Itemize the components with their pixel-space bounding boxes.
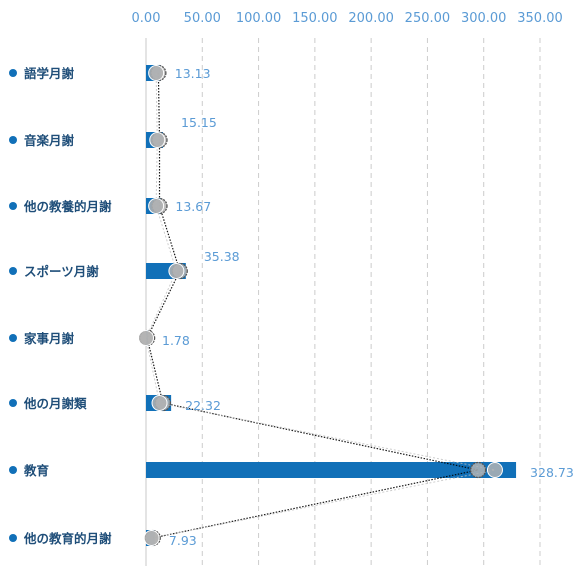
category-bullet-icon (9, 534, 17, 542)
category-bullet-icon (9, 136, 17, 144)
overlay-marker (143, 530, 160, 546)
category-label: 他の教養的月謝 (23, 199, 112, 214)
data-label: 1.78 (162, 333, 190, 348)
bar (146, 462, 517, 478)
x-tick-label: 350.00 (517, 11, 563, 26)
overlay-series-line (146, 72, 479, 539)
overlay-marker (149, 132, 166, 148)
data-label: 13.13 (175, 66, 211, 81)
data-label: 35.38 (204, 249, 240, 264)
category-label: 音楽月謝 (24, 133, 75, 148)
category-label: 教育 (23, 463, 50, 478)
overlay-marker (151, 395, 168, 411)
overlay-marker (486, 462, 503, 478)
category-bullet-icon (9, 399, 17, 407)
data-label: 15.15 (181, 115, 217, 130)
data-label: 22.32 (185, 398, 221, 413)
category-bullet-icon (9, 334, 17, 342)
data-label: 13.67 (175, 199, 211, 214)
category-bullet-icon (9, 267, 17, 275)
overlay-marker (168, 263, 185, 279)
overlay-series-line (145, 72, 496, 539)
data-label: 328.73 (530, 465, 574, 480)
data-label: 7.93 (169, 533, 197, 548)
category-label: スポーツ月謝 (24, 264, 99, 279)
x-tick-label: 300.00 (461, 11, 507, 26)
category-label: 他の月謝類 (23, 396, 87, 411)
category-label: 語学月謝 (24, 66, 75, 81)
x-tick-label: 0.00 (132, 11, 161, 26)
overlay-marker (469, 461, 487, 479)
category-bullet-icon (9, 69, 17, 77)
x-tick-label: 250.00 (405, 11, 451, 26)
overlay-marker (148, 65, 165, 81)
x-tick-label: 200.00 (348, 11, 394, 26)
overlay-marker (138, 330, 154, 346)
category-label: 家事月謝 (24, 331, 75, 346)
category-bullet-icon (9, 202, 17, 210)
overlay-marker (148, 198, 165, 214)
category-label: 他の教育的月謝 (23, 531, 112, 546)
x-tick-label: 100.00 (236, 11, 282, 26)
x-tick-label: 50.00 (184, 11, 221, 26)
x-tick-label: 150.00 (292, 11, 338, 26)
category-bullet-icon (9, 466, 17, 474)
